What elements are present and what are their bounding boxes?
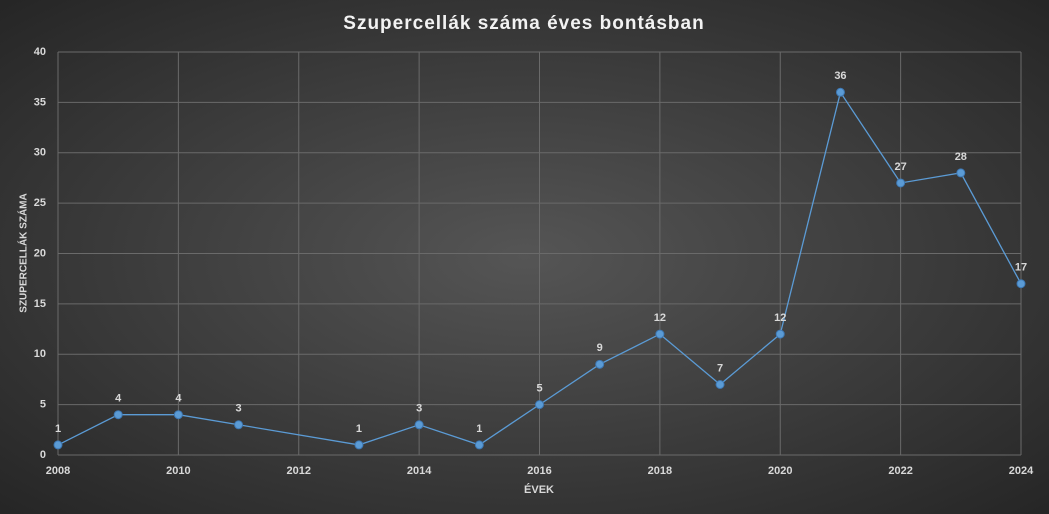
- chart-title: Szupercellák száma éves bontásban: [343, 13, 704, 34]
- x-tick-label: 2010: [166, 465, 190, 477]
- point: [53, 440, 63, 450]
- point: [173, 410, 183, 420]
- data-label: 36: [834, 70, 846, 82]
- data-label: 28: [955, 151, 967, 163]
- y-tick-label: 25: [34, 197, 46, 209]
- x-tick-label: 2018: [648, 465, 672, 477]
- y-tick-label: 15: [34, 298, 46, 310]
- x-tick-label: 2024: [1009, 465, 1034, 477]
- y-tick-label: 35: [34, 96, 46, 108]
- data-label: 5: [536, 383, 542, 395]
- x-tick-label: 2022: [888, 465, 912, 477]
- point: [956, 168, 966, 178]
- data-label: 7: [717, 362, 723, 374]
- x-axis-label: ÉVEK: [524, 483, 554, 496]
- data-label: 12: [654, 312, 666, 324]
- y-axis-label: SZUPERCELLÁK SZÁMA: [17, 193, 30, 312]
- data-label: 1: [356, 423, 362, 435]
- point: [535, 400, 544, 410]
- point: [474, 440, 484, 450]
- point: [414, 420, 424, 430]
- data-label: 1: [476, 423, 482, 435]
- data-label: 4: [115, 393, 122, 405]
- point: [1016, 279, 1026, 289]
- point: [234, 420, 244, 430]
- data-label: 3: [236, 403, 242, 415]
- x-tick-label: 2016: [527, 465, 551, 477]
- point: [595, 359, 605, 369]
- point: [354, 440, 364, 450]
- point: [715, 379, 725, 389]
- point: [896, 178, 906, 188]
- y-tick-label: 40: [34, 46, 46, 58]
- x-tick-label: 2014: [407, 465, 432, 477]
- data-label: 4: [175, 393, 182, 405]
- x-tick-label: 2008: [46, 465, 70, 477]
- data-label: 1: [55, 423, 61, 435]
- data-label: 17: [1015, 262, 1027, 274]
- y-tick-label: 5: [40, 399, 46, 411]
- data-label: 3: [416, 403, 422, 415]
- point: [113, 410, 123, 420]
- point: [655, 329, 665, 339]
- data-label: 9: [597, 342, 603, 354]
- y-tick-label: 20: [34, 247, 46, 259]
- point: [835, 87, 845, 97]
- data-label: 27: [895, 161, 907, 173]
- point: [775, 329, 785, 339]
- y-tick-label: 10: [34, 348, 46, 360]
- y-tick-label: 30: [34, 147, 46, 159]
- y-tick-label: 0: [40, 449, 46, 461]
- x-tick-label: 2020: [768, 465, 792, 477]
- data-label: 12: [774, 312, 786, 324]
- line: [57, 90, 1022, 446]
- x-tick-label: 2012: [287, 465, 311, 477]
